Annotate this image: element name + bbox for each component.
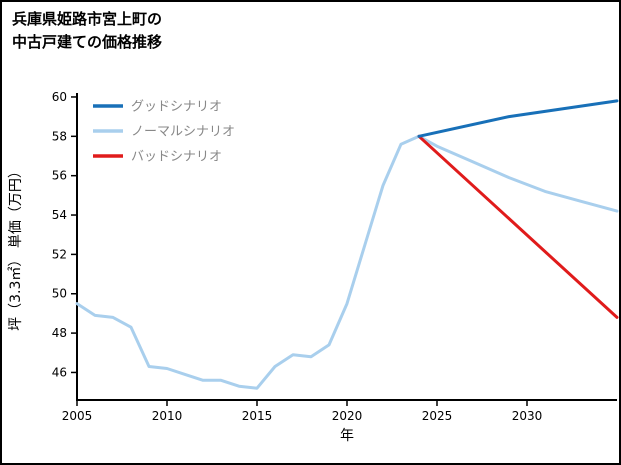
y-tick-label: 58 [52,129,67,143]
y-tick-label: 52 [52,247,67,261]
y-tick-label: 50 [52,287,67,301]
series-normal-scenario [417,134,619,213]
x-tick-label: 2020 [332,409,363,423]
y-axis-title: 坪（3.3㎡） 単価（万円） [8,164,24,331]
x-axis-title: 年 [340,428,354,444]
x-tick-label: 2025 [422,409,453,423]
legend-label-2: ノーマルシナリオ [131,125,235,140]
y-tick-label: 60 [52,90,67,104]
series-price-history [75,134,421,390]
series-good-scenario [417,99,619,138]
y-tick-label: 54 [52,208,67,222]
legend-label-3: バッドシナリオ [131,150,222,165]
legend-label-1: グッドシナリオ [131,100,222,115]
x-tick-label: 2030 [512,409,543,423]
x-tick-label: 2005 [62,409,93,423]
x-tick-label: 2015 [242,409,273,423]
page-title-line1: 兵庫県姫路市宮上町の [12,10,163,28]
page-title-line2: 中古戸建ての価格推移 [12,32,163,51]
page-title: 兵庫県姫路市宮上町の 中古戸建ての価格推移 [12,8,162,53]
y-tick-label: 56 [52,169,67,183]
y-tick-label: 48 [52,326,67,340]
x-tick-label: 2010 [152,409,183,423]
series-bad-scenario [417,134,619,319]
y-tick-label: 46 [52,365,67,379]
